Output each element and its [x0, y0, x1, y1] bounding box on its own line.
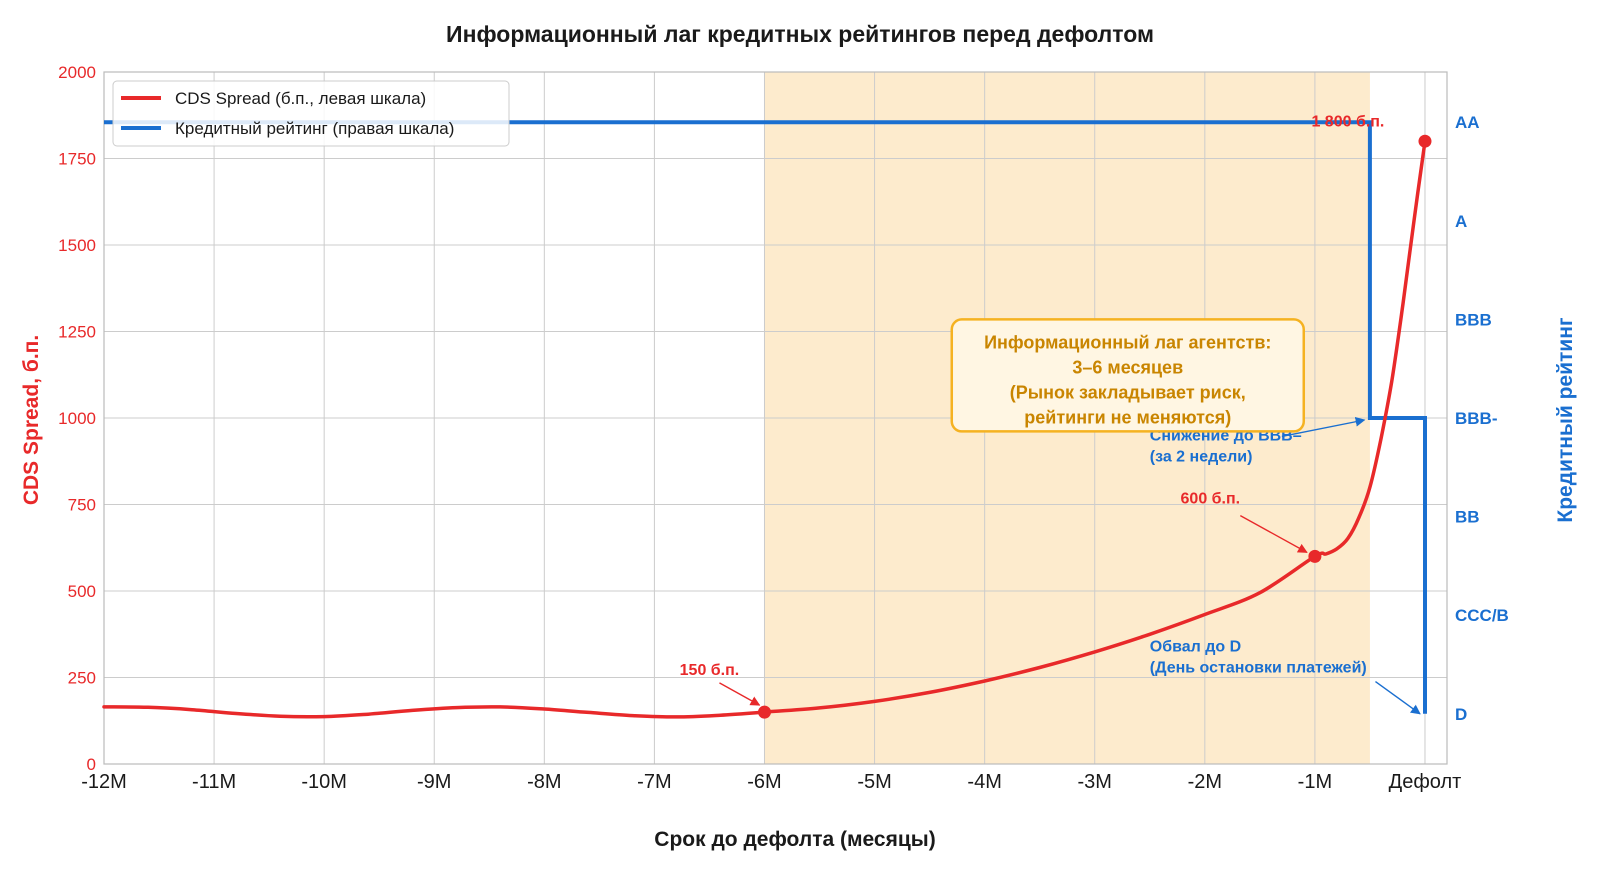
lag-annotation-line: (Рынок закладывает риск, — [1010, 382, 1246, 402]
y-tick-label-left: 2000 — [58, 63, 96, 82]
annotation-bbb-minus-arrow — [1281, 416, 1366, 438]
y-tick-label-right: BB — [1455, 508, 1480, 527]
cds-spread-line — [102, 139, 1427, 719]
annotation-150-arrow — [719, 682, 761, 706]
annotation-d-line: Обвал до D — [1150, 639, 1241, 656]
annotation-d-arrow — [1375, 680, 1421, 715]
annotation-150: 150 б.п. — [680, 662, 740, 679]
x-tick-label: -11M — [192, 771, 236, 793]
x-tick-label: -1M — [1298, 771, 1332, 793]
x-tick-label: -6M — [747, 771, 781, 793]
annotation-1800: 1 800 б.п. — [1311, 113, 1384, 130]
lag-annotation-line: Информационный лаг агентств: — [984, 332, 1271, 352]
y-tick-label-right: BBB — [1455, 310, 1492, 329]
annotation-600-arrow — [1239, 514, 1308, 554]
y-tick-label-left: 750 — [68, 496, 96, 515]
y-tick-label-left: 1500 — [58, 236, 96, 255]
cds-marker-point — [1308, 549, 1322, 563]
y-tick-label-left: 1750 — [58, 150, 96, 169]
y-tick-label-right: AA — [1455, 113, 1480, 132]
x-tick-label: -10M — [301, 771, 347, 793]
chart-title: Информационный лаг кредитных рейтингов п… — [446, 21, 1154, 47]
x-tick-label: -5M — [857, 771, 891, 793]
y-tick-label-left: 1000 — [58, 409, 96, 428]
x-tick-label: Дефолт — [1389, 771, 1462, 793]
y-tick-label-left: 500 — [68, 582, 96, 601]
cds-marker-point — [1418, 134, 1432, 148]
y-tick-label-right: D — [1455, 705, 1467, 724]
x-tick-label: -9M — [417, 771, 451, 793]
rating-step-line — [104, 120, 1427, 714]
y-axis-label-right: Кредитный рейтинг — [1554, 317, 1577, 523]
y-axis-label-left: CDS Spread, б.п. — [20, 335, 43, 505]
x-tick-label: -12M — [81, 771, 127, 793]
lag-annotation-line: 3–6 месяцев — [1072, 357, 1183, 377]
y-tick-label-left: 250 — [68, 669, 96, 688]
x-tick-label: -3M — [1078, 771, 1112, 793]
y-tick-label-right: CCC/B — [1455, 606, 1509, 625]
y-tick-label-left: 0 — [87, 755, 96, 774]
annotation-600: 600 б.п. — [1181, 491, 1241, 508]
y-tick-label-right: BBB- — [1455, 409, 1498, 428]
legend-entry: CDS Spread (б.п., левая шкала) — [175, 89, 426, 108]
cds-marker-point — [757, 705, 771, 719]
legend-box — [112, 80, 510, 147]
plot-frame — [103, 71, 1448, 765]
x-tick-label: -4M — [967, 771, 1001, 793]
annotation-d-line: (День остановки платежей) — [1150, 660, 1367, 677]
x-axis-label: Срок до дефолта (месяцы) — [654, 828, 935, 851]
plot-area: -12M -11M -10M -9M -8M -7M -6M -5M -4M -3M -2M -1M Д… — [58, 63, 1509, 793]
legend-entry: Кредитный рейтинг (правая шкала) — [175, 119, 454, 138]
y-tick-label-right: A — [1455, 212, 1467, 231]
lag-annotation-box — [950, 318, 1306, 433]
annotation-bbb-minus-line: (за 2 недели) — [1150, 448, 1253, 465]
y-tick-label-left: 1250 — [58, 323, 96, 342]
x-tick-label: -7M — [637, 771, 671, 793]
x-tick-label: -8M — [527, 771, 561, 793]
lag-annotation-line: рейтинги не меняются) — [1024, 407, 1231, 427]
x-tick-label: -2M — [1188, 771, 1222, 793]
